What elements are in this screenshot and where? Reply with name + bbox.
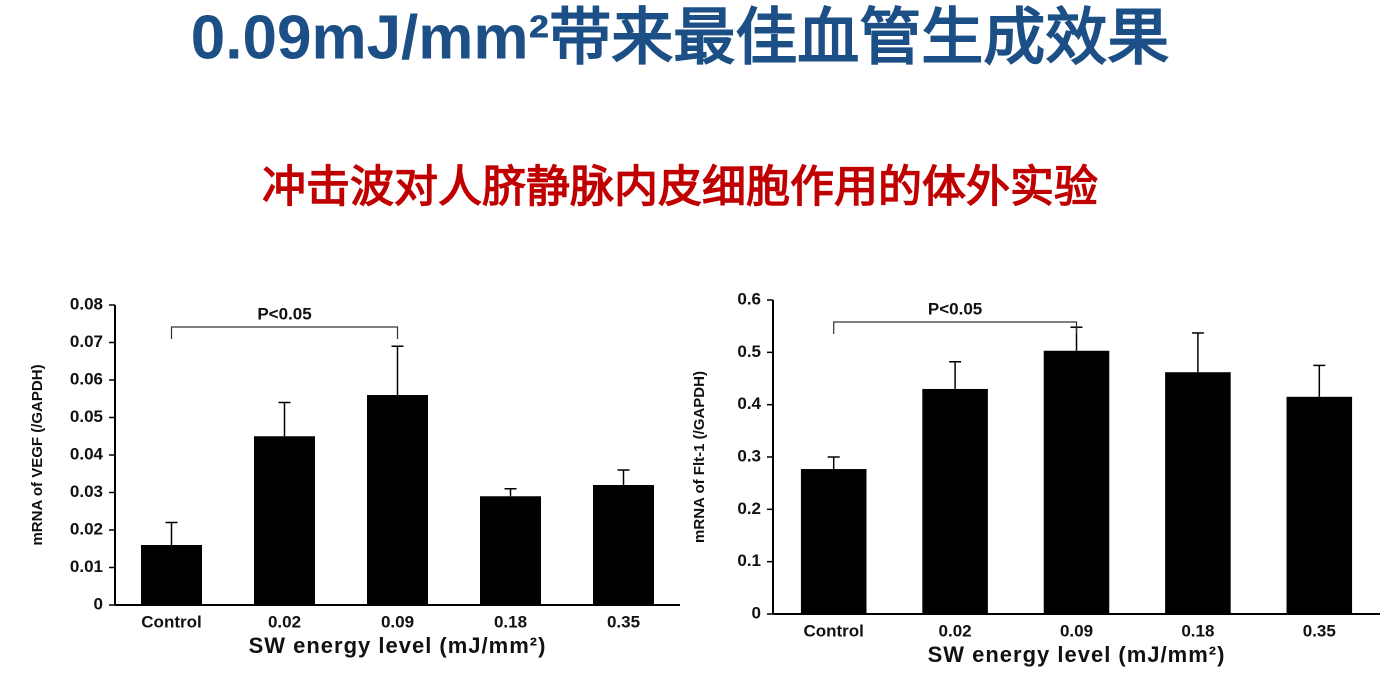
y-tick-label: 0.02 [70,519,103,538]
x-tick-label: 0.18 [1181,621,1214,640]
bar [1043,350,1110,614]
x-tick-label: Control [141,612,201,631]
y-tick-label: 0.07 [70,332,103,351]
significance-bracket [833,321,1078,334]
y-tick-label: 0 [94,594,103,613]
x-tick-label: 0.18 [494,612,527,631]
y-tick-label: 0.06 [70,369,103,388]
y-tick-label: 0.01 [70,557,103,576]
bar [140,545,203,605]
annotation: P<0.05 [928,299,982,318]
y-tick-label: 0.3 [737,446,761,465]
y-tick-label: 0.04 [70,444,104,463]
y-tick-label: 0.5 [737,342,761,361]
bar [253,436,316,605]
x-tick-label: 0.09 [1060,621,1093,640]
bar [922,388,988,614]
y-tick-label: 0.6 [737,289,761,308]
bar [1165,372,1231,614]
bar [800,469,867,614]
y-tick-label: 0.1 [737,551,761,570]
x-tick-label: 0.35 [1303,621,1336,640]
annotation: P<0.05 [257,304,311,323]
x-tick-label: 0.02 [268,612,301,631]
y-tick-label: 0.03 [70,482,103,501]
bar [592,485,655,605]
slide-title: 0.09mJ/mm²带来最佳血管生成效果 [191,3,1169,72]
slide-subtitle: 冲击波对人脐静脉内皮细胞作用的体外实验 [262,163,1098,212]
x-tick-label: 0.02 [939,621,972,640]
y-axis-label: mRNA of VEGF (/GAPDH) [29,364,46,545]
y-tick-label: 0 [752,603,761,622]
x-tick-label: Control [803,621,863,640]
y-tick-label: 0.4 [737,394,761,413]
bar [1286,396,1353,614]
y-tick-label: 0.08 [70,294,103,313]
y-tick-label: 0.05 [70,407,103,426]
bar [479,496,542,605]
x-axis-label: SW energy level (mJ/mm²) [249,633,547,658]
significance-bracket [170,326,399,339]
x-axis-label: SW energy level (mJ/mm²) [928,642,1226,667]
bar [366,395,429,605]
x-tick-label: 0.09 [381,612,414,631]
y-axis-label: mRNA of Flt-1 (/GAPDH) [691,371,708,543]
y-tick-label: 0.2 [737,499,761,518]
x-tick-label: 0.35 [607,612,640,631]
